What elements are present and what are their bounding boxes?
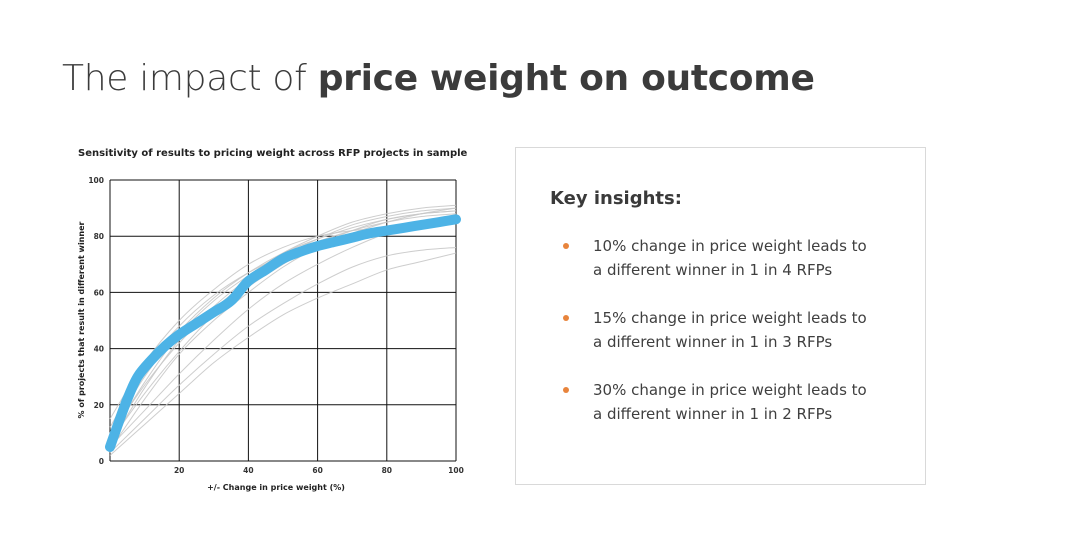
x-tick-label: 80: [382, 466, 392, 475]
project-series-line: [109, 204, 457, 439]
slide-title: The impact of price weight on outcome: [62, 58, 815, 99]
insight-line-2: a different winner in 1 in 3 RFPs: [593, 333, 833, 351]
insight-line-1: 10% change in price weight leads to: [593, 237, 867, 255]
x-tick-label: 100: [448, 466, 464, 475]
y-tick-label: 40: [94, 345, 104, 354]
slide-title-regular: The impact of: [62, 58, 318, 99]
project-series-line: [109, 210, 457, 442]
insight-line-2: a different winner in 1 in 2 RFPs: [593, 405, 833, 423]
project-series-line: [109, 221, 457, 420]
project-series-line: [109, 218, 457, 428]
y-axis-label: % of projects that result in different w…: [77, 222, 86, 419]
chart-grid: [109, 179, 457, 462]
project-series-line: [109, 252, 457, 456]
project-lines: [109, 204, 457, 456]
insights-list: 10% change in price weight leads to a di…: [550, 234, 910, 450]
insight-line-1: 30% change in price weight leads to: [593, 381, 867, 399]
axis-ticks: 20 40 60 80 100 0 20 40 60 80 100: [88, 176, 463, 475]
y-tick-label: 20: [94, 401, 104, 410]
insight-item: 10% change in price weight leads to a di…: [550, 234, 910, 282]
chart-title: Sensitivity of results to pricing weight…: [78, 148, 468, 159]
insight-line-1: 15% change in price weight leads to: [593, 309, 867, 327]
x-tick-label: 60: [312, 466, 322, 475]
slide-title-bold: price weight on outcome: [317, 58, 815, 99]
project-series-line: [109, 210, 457, 434]
bullet-dot-icon: [563, 315, 569, 321]
insight-item: 30% change in price weight leads to a di…: [550, 378, 910, 426]
average-series-line: [105, 214, 461, 452]
y-tick-label: 80: [94, 232, 104, 241]
insights-panel: Key insights: 10% change in price weight…: [515, 147, 926, 485]
project-series-line: [109, 246, 457, 453]
x-tick-label: 20: [174, 466, 184, 475]
chart-svg: Sensitivity of results to pricing weight…: [77, 148, 468, 492]
insight-line-2: a different winner in 1 in 4 RFPs: [593, 261, 833, 279]
x-tick-label: 40: [243, 466, 253, 475]
average-line: [105, 214, 461, 452]
y-tick-label: 60: [94, 288, 104, 297]
insights-heading: Key insights:: [550, 188, 682, 209]
y-tick-label: 100: [88, 176, 104, 185]
bullet-dot-icon: [563, 243, 569, 249]
project-series-line: [109, 207, 457, 451]
bullet-dot-icon: [563, 387, 569, 393]
sensitivity-chart: Sensitivity of results to pricing weight…: [64, 140, 484, 510]
x-axis-label: +/- Change in price weight (%): [207, 483, 345, 492]
insight-item: 15% change in price weight leads to a di…: [550, 306, 910, 354]
y-tick-label: 0: [99, 457, 104, 466]
